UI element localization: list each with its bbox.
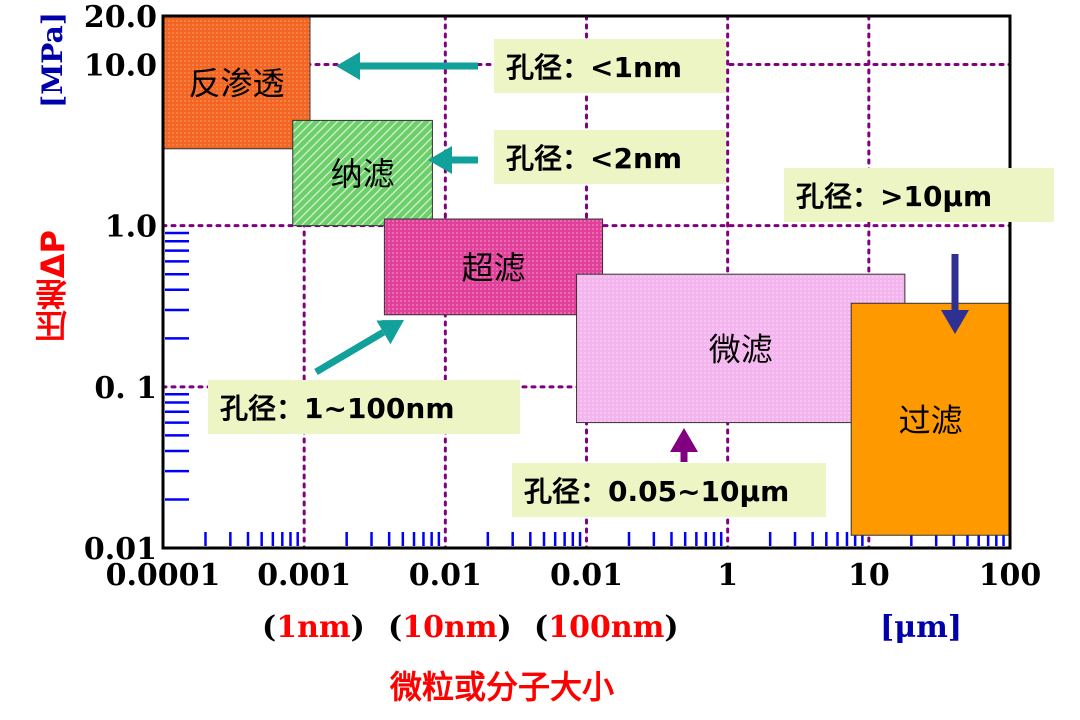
annotation-text-4: 孔径：0.05~10μm <box>524 475 789 508</box>
x-axis-title: 微粒或分子大小 <box>390 668 615 706</box>
region-label-4: 过滤 <box>899 401 963 439</box>
y-axis-title: 压差ΔP <box>30 230 72 390</box>
y-axis-unit-text: [MPa] <box>36 12 69 108</box>
y-tick-label: 1.0 <box>105 210 157 245</box>
y-axis-title-text: 压差ΔP <box>34 230 72 343</box>
x-axis-unit: [μm] <box>880 610 963 645</box>
arrows <box>314 52 969 462</box>
y-tick-label: 20.0 <box>84 0 157 35</box>
size-label-10nm-close: ) <box>497 610 512 645</box>
y-tick-label: 0. 1 <box>94 371 157 406</box>
size-label-10nm-value: 10nm <box>402 610 498 645</box>
minor-ticks <box>165 231 1005 546</box>
tick-labels: 0.0001 0.001 0.01 0.01 1 10 100 20.0 10.0 1.0 0. 1… <box>84 0 1041 593</box>
size-label-100nm-close: ) <box>664 610 679 645</box>
arrow-ultrafiltration-shaft <box>314 329 386 376</box>
region-1 <box>292 119 433 227</box>
arrow-filtration-head <box>941 310 969 334</box>
labels: 孔径：<1nm 孔径：<2nm 孔径：>10μm 孔径：1~100nm 孔径：0.05~… <box>208 39 1054 517</box>
x-tick-label: 1 <box>717 558 738 593</box>
size-label-10nm: (10nm) <box>388 610 512 645</box>
arrow-ultrafiltration-head <box>376 320 404 345</box>
y-axis-unit: [MPa] <box>36 12 69 122</box>
x-tick-label: 0.0001 <box>106 558 221 593</box>
size-label-1nm-value: 1nm <box>276 610 351 645</box>
arrow-microfiltration-head <box>670 428 698 452</box>
size-label-100nm-value: 100nm <box>548 610 665 645</box>
region-label-2: 超滤 <box>461 249 525 287</box>
arrow-reverse-osmosis-head <box>336 52 360 80</box>
size-label-100nm-open: ( <box>534 610 549 645</box>
annotation-box-3 <box>208 380 520 434</box>
annotation-text-1: 孔径：<2nm <box>506 142 682 175</box>
size-label-1nm-close: ) <box>350 610 365 645</box>
region-label-0: 反渗透 <box>188 64 284 102</box>
x-tick-label: 0.01 <box>550 558 623 593</box>
x-tick-label: 10 <box>848 558 890 593</box>
region-0 <box>162 15 311 150</box>
size-label-10nm-open: ( <box>388 610 403 645</box>
y-tick-label: 10.0 <box>84 49 157 84</box>
annotation-text-0: 孔径：<1nm <box>506 51 682 84</box>
region-4 <box>850 302 1011 536</box>
region-label-1: 纳滤 <box>331 155 395 193</box>
x-tick-label: 100 <box>979 558 1042 593</box>
x-tick-label: 0.001 <box>257 558 351 593</box>
annotation-text-2: 孔径：>10μm <box>796 180 992 213</box>
annotation-box-0 <box>494 39 726 93</box>
annotation-box-4 <box>512 463 826 517</box>
region-label-3: 微滤 <box>709 330 773 368</box>
annotation-box-1 <box>494 130 726 184</box>
annotation-box-2 <box>784 168 1054 222</box>
size-label-100nm: (100nm) <box>534 610 679 645</box>
size-label-1nm: (1nm) <box>262 610 365 645</box>
y-tick-label: 0.01 <box>84 532 157 567</box>
plot-frame <box>161 14 1012 550</box>
region-2 <box>383 218 604 316</box>
x-tick-label: 0.01 <box>409 558 482 593</box>
annotation-text-3: 孔径：1~100nm <box>220 392 455 425</box>
arrow-nanofiltration-head <box>428 146 452 174</box>
size-label-1nm-open: ( <box>262 610 277 645</box>
